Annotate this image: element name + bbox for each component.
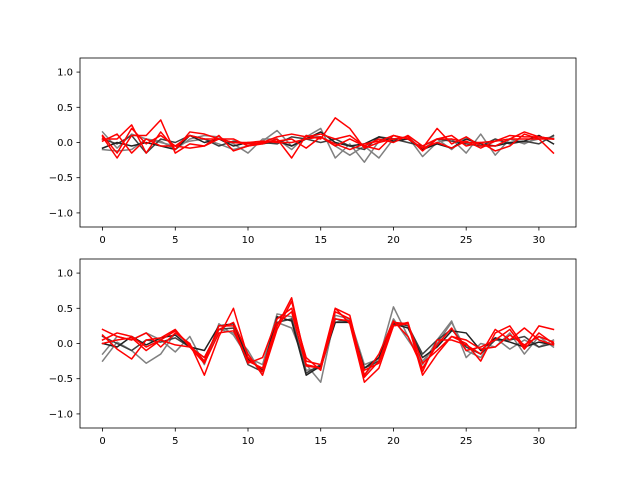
series-group (101, 296, 555, 383)
x-tick-label: 0 (99, 235, 105, 246)
y-tick-label: 0.5 (57, 304, 73, 315)
y-tick-label: 1.0 (57, 269, 73, 280)
x-tick-label: 5 (172, 235, 178, 246)
series-line-8 (101, 311, 555, 372)
series-line-8 (101, 127, 555, 154)
series-line-1 (101, 127, 555, 163)
y-tick-label: 0.5 (57, 103, 73, 114)
x-tick-label: 10 (242, 235, 255, 246)
x-tick-label: 20 (387, 436, 400, 447)
x-tick-label: 30 (533, 235, 546, 246)
x-tick-label: 25 (460, 235, 473, 246)
x-tick-label: 15 (314, 436, 327, 447)
y-tick-label: 1.0 (57, 68, 73, 79)
y-tick-label: −1.0 (49, 208, 73, 219)
y-tick-label: 0.0 (57, 339, 73, 350)
x-tick-label: 25 (460, 436, 473, 447)
series-group (101, 117, 555, 163)
y-tick-label: 0.0 (57, 138, 73, 149)
x-tick-label: 20 (387, 235, 400, 246)
subplots-container: 0 5 10 15 20 25 30 −1.0 −0.5 0.0 0.5 1.0 0 5 10 15 20 25 3… (49, 57, 577, 447)
x-tick-label: 0 (99, 436, 105, 447)
y-tick-label: −0.5 (49, 173, 73, 184)
series-line-7 (101, 133, 555, 154)
x-tick-label: 10 (242, 436, 255, 447)
x-tick-label: 30 (533, 436, 546, 447)
x-tick-label: 5 (172, 436, 178, 447)
x-tick-label: 15 (314, 235, 327, 246)
subplot-1: 0 5 10 15 20 25 30 −1.0 −0.5 0.0 0.5 1.0 (49, 57, 577, 246)
y-tick-label: −1.0 (49, 409, 73, 420)
y-tick-label: −0.5 (49, 374, 73, 385)
subplot-2: 0 5 10 15 20 25 30 −1.0 −0.5 0.0 0.5 1.0 (49, 258, 577, 447)
